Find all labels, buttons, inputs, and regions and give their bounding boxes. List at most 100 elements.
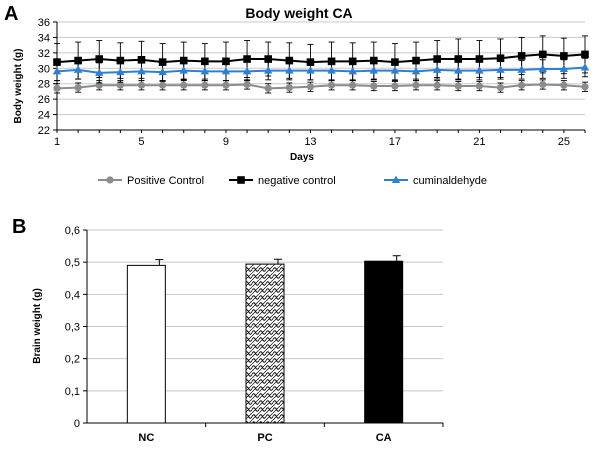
legend-item-positive_control: Positive Control (98, 175, 204, 187)
bar-chart-y-ticks: 0 0,1 0,2 0,3 0,4 0,5 0,6 (65, 225, 87, 430)
series-positive_control (53, 79, 589, 94)
bar-pc (245, 263, 285, 424)
legend-item-cuminaldehyde: cuminaldehyde (384, 175, 487, 187)
data-point-cuminaldehyde (200, 66, 210, 75)
data-point-negative_control (370, 56, 378, 65)
bar-chart-bars (126, 255, 404, 424)
line-chart-title: Body weight CA (245, 5, 352, 21)
legend-marker-positive_control (106, 176, 114, 184)
data-point-positive_control (243, 80, 251, 89)
line-chart-x-ticks: 1 5 9 13 17 21 25 (54, 130, 586, 148)
data-point-cuminaldehyde (95, 68, 104, 76)
line-chart-y-tick-label: 22 (38, 125, 50, 137)
data-point-positive_control (53, 84, 61, 92)
data-point-positive_control (306, 83, 315, 91)
data-point-positive_control (391, 82, 399, 90)
line-chart-x-tick-label: 9 (223, 136, 229, 148)
line-chart-x-tick-label: 21 (473, 136, 485, 148)
bar-ca (364, 260, 404, 424)
line-chart-y-tick-label: 24 (38, 110, 50, 122)
data-point-cuminaldehyde (116, 67, 125, 76)
data-point-negative_control (348, 57, 357, 66)
line-chart-x-axis-title: Days (290, 152, 314, 163)
data-point-cuminaldehyde (454, 66, 463, 74)
data-point-positive_control (264, 84, 272, 92)
data-point-cuminaldehyde (52, 66, 62, 75)
data-point-negative_control (412, 56, 420, 65)
series-line-positive_control (56, 83, 586, 90)
legend-item-negative_control: negative control (229, 175, 336, 187)
series-negative_control (53, 35, 589, 82)
data-point-negative_control (201, 57, 209, 66)
line-chart-y-ticks: 22 24 26 28 30 32 34 36 (38, 17, 57, 137)
data-point-positive_control (370, 82, 378, 90)
data-point-negative_control (95, 55, 104, 63)
line-chart-legend: Positive Control negative control cuminald… (98, 175, 487, 187)
data-point-positive_control (327, 81, 336, 89)
series-line-negative_control (56, 53, 586, 64)
data-point-positive_control (560, 81, 568, 89)
data-point-positive_control (475, 82, 483, 90)
data-point-cuminaldehyde (348, 66, 357, 75)
data-point-cuminaldehyde (390, 66, 400, 74)
bar-chart-x-tick-label: NC (138, 432, 154, 444)
panel-b-letter: B (12, 216, 26, 238)
bar-chart-x-tick-label: CA (376, 432, 392, 444)
data-point-positive_control (222, 81, 230, 89)
data-point-negative_control (264, 55, 272, 63)
data-point-cuminaldehyde (496, 65, 505, 73)
data-point-negative_control (285, 56, 294, 65)
series-cuminaldehyde (52, 57, 590, 84)
bar-chart-y-tick-label: 0 (74, 418, 80, 430)
panel-b: B 0 0,1 0,2 0,3 0,4 0,5 0,6 NC PC CA Brain weigh… (12, 216, 444, 444)
data-point-positive_control (201, 81, 209, 89)
data-point-cuminaldehyde (158, 67, 167, 76)
data-point-cuminaldehyde (538, 64, 547, 73)
data-point-positive_control (433, 81, 441, 89)
bar-chart-axes (86, 230, 443, 424)
line-chart-y-tick-label: 26 (38, 94, 50, 106)
line-chart-x-tick-label: 13 (304, 136, 316, 148)
data-point-cuminaldehyde (369, 66, 378, 74)
bar-chart-y-tick-label: 0,3 (65, 322, 80, 334)
line-chart-x-tick-label: 1 (54, 136, 60, 148)
data-point-negative_control (475, 55, 484, 63)
data-point-negative_control (538, 50, 547, 59)
data-point-cuminaldehyde (137, 66, 146, 75)
data-point-positive_control (539, 80, 547, 89)
data-point-negative_control (158, 58, 167, 66)
data-point-positive_control (137, 81, 146, 89)
data-point-cuminaldehyde (517, 65, 526, 73)
bar-chart-y-tick-label: 0,4 (65, 289, 80, 301)
data-point-cuminaldehyde (580, 63, 590, 71)
data-point-cuminaldehyde (221, 66, 231, 75)
line-chart-y-tick-label: 28 (38, 79, 50, 91)
data-point-positive_control (581, 83, 589, 91)
data-point-positive_control (74, 83, 82, 92)
legend-marker-negative_control (237, 176, 245, 184)
panel-a-letter: A (4, 3, 18, 25)
data-point-negative_control (496, 54, 505, 63)
line-chart-axes (56, 22, 585, 131)
line-chart-y-tick-label: 34 (38, 32, 50, 44)
data-point-cuminaldehyde (559, 64, 569, 73)
data-point-cuminaldehyde (411, 66, 421, 75)
data-point-cuminaldehyde (179, 66, 188, 74)
data-point-cuminaldehyde (432, 65, 442, 73)
legend-marker-cuminaldehyde (391, 175, 401, 183)
bar-chart-y-tick-label: 0,5 (65, 257, 80, 269)
data-point-positive_control (180, 81, 188, 89)
data-point-cuminaldehyde (285, 66, 294, 74)
data-point-negative_control (137, 56, 146, 64)
line-chart-y-tick-label: 32 (38, 48, 50, 60)
data-point-negative_control (581, 50, 589, 59)
data-point-cuminaldehyde (475, 66, 484, 74)
bar-chart-y-axis-title: Brain weight (g) (32, 288, 43, 364)
bar-nc (126, 264, 166, 424)
line-chart-y-tick-label: 36 (38, 17, 50, 29)
legend-label-negative_control: negative control (258, 175, 336, 187)
legend-label-positive_control: Positive Control (127, 175, 204, 187)
data-point-negative_control (179, 56, 188, 65)
bar-chart-y-tick-label: 0,2 (65, 354, 80, 366)
